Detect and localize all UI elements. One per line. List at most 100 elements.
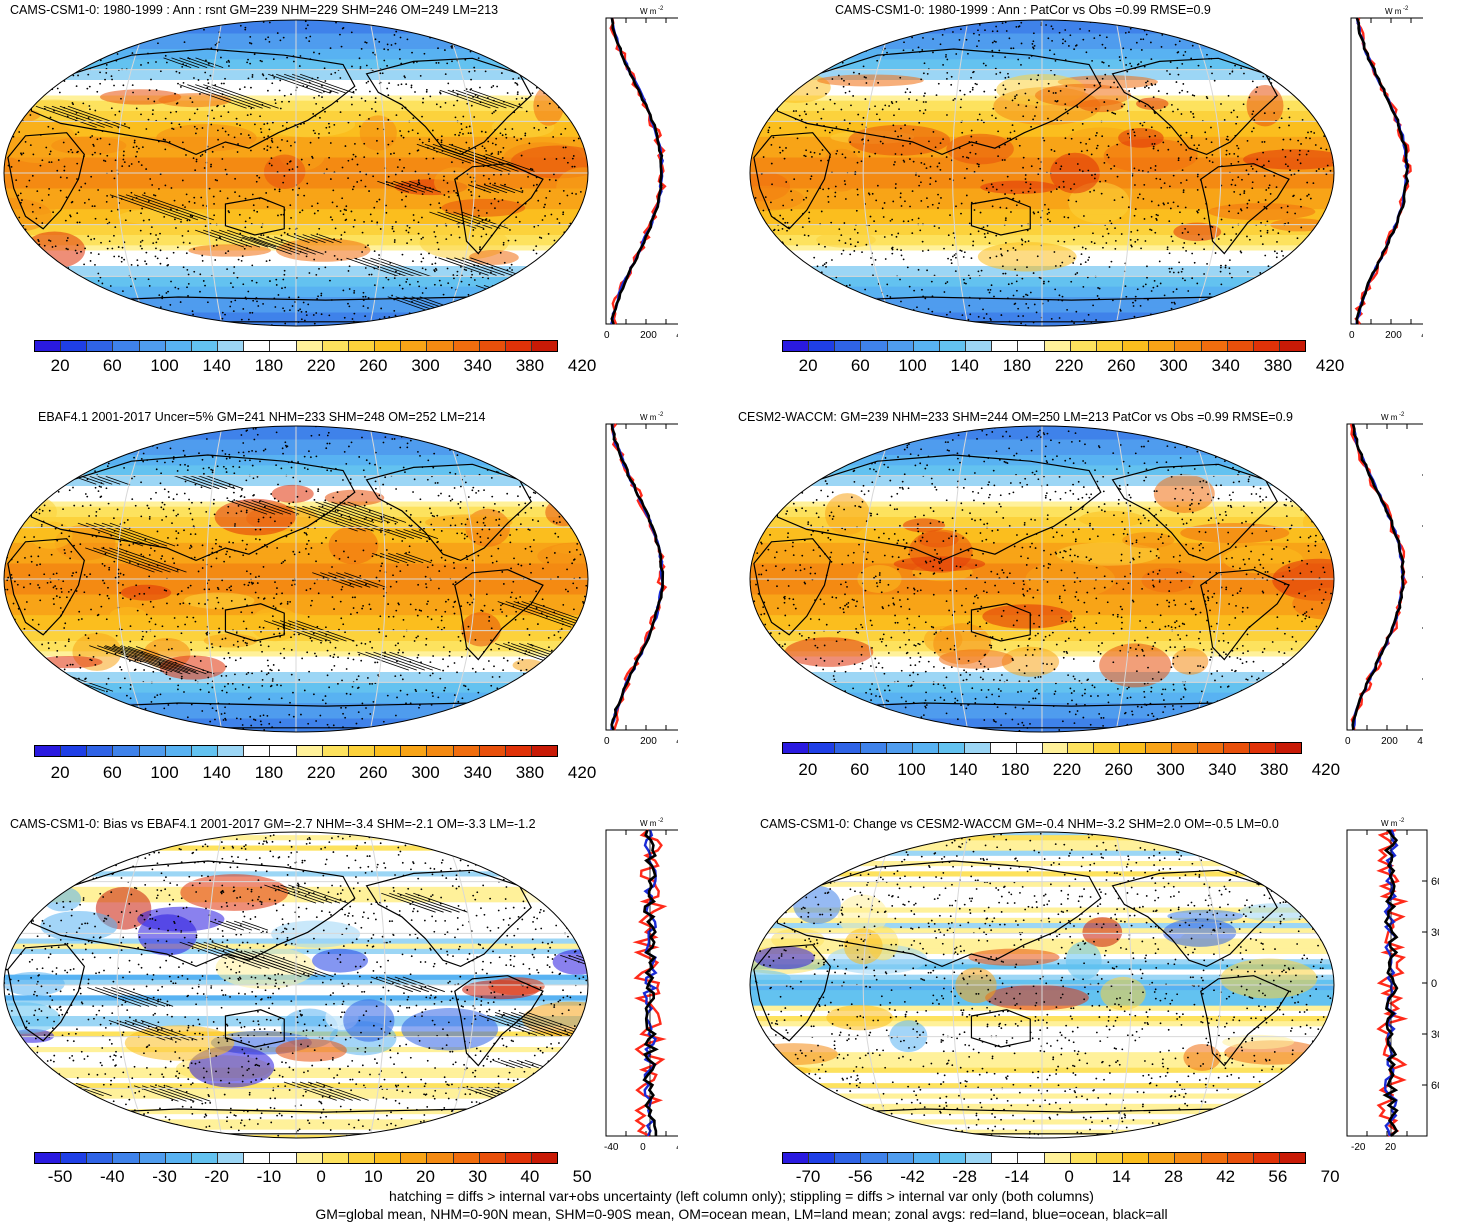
zonal-land-line	[611, 18, 665, 324]
stipple-dot	[1034, 191, 1036, 193]
stipple-dot	[1300, 227, 1302, 229]
stipple-dot	[525, 326, 527, 328]
stipple-dot	[213, 203, 215, 205]
stipple-dot	[1234, 65, 1236, 67]
stipple-dot	[298, 296, 300, 298]
stipple-dot	[1298, 170, 1300, 172]
stipple-dot	[356, 723, 358, 725]
stipple-dot	[35, 491, 37, 493]
stipple-dot	[1045, 24, 1047, 26]
stipple-dot	[7, 201, 9, 203]
stipple-dot	[202, 559, 204, 561]
zonal-average-plot: 60N30N030S60SW m-20200400	[588, 0, 678, 360]
stipple-dot	[9, 53, 11, 55]
stipple-dot	[1314, 42, 1316, 44]
stipple-dot	[856, 33, 858, 35]
stipple-dot	[834, 291, 836, 293]
stipple-dot	[1229, 295, 1231, 297]
stipple-dot	[530, 168, 532, 170]
stipple-dot	[411, 428, 413, 430]
stipple-dot	[923, 112, 925, 114]
stipple-dot	[181, 676, 183, 678]
stipple-dot	[437, 242, 439, 244]
stipple-dot	[366, 82, 368, 84]
stipple-dot	[1013, 295, 1015, 297]
stipple-dot	[492, 143, 494, 145]
stipple-dot	[193, 157, 195, 159]
stipple-dot	[1317, 260, 1319, 262]
stipple-dot	[1060, 265, 1062, 267]
stipple-dot	[15, 88, 17, 90]
stipple-dot	[121, 261, 123, 263]
stipple-dot	[977, 29, 979, 31]
stipple-dot	[427, 459, 429, 461]
stipple-dot	[403, 167, 405, 169]
stipple-dot	[435, 431, 437, 433]
stipple-dot	[504, 262, 506, 264]
stipple-dot	[255, 451, 257, 453]
stipple-dot	[516, 139, 518, 141]
stipple-dot	[1011, 283, 1013, 285]
stipple-dot	[556, 491, 558, 493]
stipple-dot	[271, 669, 273, 671]
stipple-dot	[109, 306, 111, 308]
stipple-dot	[80, 714, 82, 716]
stipple-dot	[423, 316, 425, 318]
stipple-dot	[1145, 240, 1147, 242]
stipple-dot	[577, 723, 579, 725]
stipple-dot	[755, 197, 757, 199]
stipple-dot	[533, 249, 535, 251]
stipple-dot	[425, 583, 427, 585]
stipple-dot	[1307, 293, 1309, 295]
stipple-dot	[516, 83, 518, 85]
stipple-dot	[478, 215, 480, 217]
stipple-dot	[139, 23, 141, 25]
stipple-dot	[196, 726, 198, 728]
stipple-dot	[274, 498, 276, 500]
stipple-dot	[87, 302, 89, 304]
stipple-dot	[1015, 26, 1017, 28]
stipple-dot	[1229, 204, 1231, 206]
stipple-dot	[560, 243, 562, 245]
stipple-dot	[239, 460, 241, 462]
stipple-dot	[576, 67, 578, 69]
stipple-dot	[1273, 112, 1275, 114]
colorbar-swatch	[322, 341, 348, 351]
stipple-dot	[511, 264, 513, 266]
stipple-dot	[232, 542, 234, 544]
stipple-dot	[1260, 222, 1262, 224]
stipple-dot	[518, 18, 520, 20]
stipple-dot	[979, 24, 981, 26]
stipple-dot	[224, 712, 226, 714]
colorbar-swatch	[139, 341, 165, 351]
stipple-dot	[549, 439, 551, 441]
stipple-dot	[21, 725, 23, 727]
stipple-dot	[434, 326, 436, 328]
stipple-dot	[150, 233, 152, 235]
stipple-dot	[400, 37, 402, 39]
stipple-dot	[468, 71, 470, 73]
stipple-dot	[217, 129, 219, 131]
stipple-dot	[1151, 216, 1153, 218]
stipple-dot	[182, 141, 184, 143]
stipple-dot	[1311, 54, 1313, 56]
stipple-dot	[571, 166, 573, 168]
stipple-dot	[818, 243, 820, 245]
colorbar-swatch	[1227, 341, 1253, 351]
colorbar-tick-label: 340	[464, 356, 492, 376]
stipple-dot	[375, 101, 377, 103]
stipple-dot	[1145, 82, 1147, 84]
stipple-dot	[1235, 233, 1237, 235]
stipple-dot	[1225, 29, 1227, 31]
stipple-dot	[147, 505, 149, 507]
stipple-dot	[1260, 19, 1262, 21]
stipple-dot	[434, 284, 436, 286]
stipple-dot	[431, 692, 433, 694]
stipple-dot	[822, 188, 824, 190]
stipple-dot	[1027, 294, 1029, 296]
stipple-dot	[35, 41, 37, 43]
stipple-dot	[1167, 202, 1169, 204]
stipple-dot	[226, 61, 228, 63]
stipple-dot	[933, 131, 935, 133]
stipple-dot	[1253, 119, 1255, 121]
